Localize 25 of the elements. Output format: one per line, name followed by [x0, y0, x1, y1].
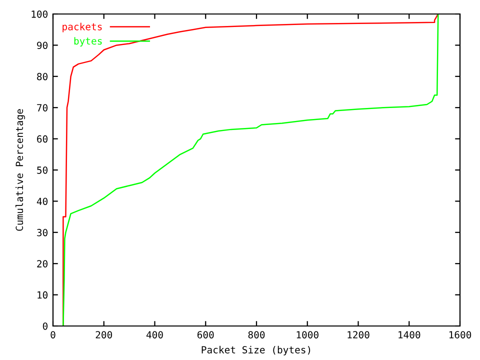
y-axis-title: Cumulative Percentage — [15, 109, 26, 231]
x-tick-label: 1000 — [296, 331, 318, 338]
x-tick-label: 800 — [248, 331, 265, 338]
x-tick-label: 400 — [146, 331, 163, 338]
y-tick-label: 20 — [37, 260, 48, 268]
line-series — [62, 14, 439, 326]
y-tick-label: 40 — [36, 198, 48, 206]
legend-label: packets — [62, 22, 102, 32]
legend-label: bytes — [74, 37, 102, 47]
y-tick-label: 90 — [37, 42, 48, 50]
y-tick-label: 60 — [37, 135, 48, 143]
x-tick-label: 200 — [96, 331, 112, 338]
x-tick-label: 600 — [197, 331, 214, 338]
x-tick-label: 1400 — [398, 331, 420, 338]
x-tick-label: 1200 — [348, 331, 370, 338]
y-tick-label: 30 — [37, 228, 48, 236]
y-tick-label: 70 — [37, 104, 48, 112]
y-tick-label: 50 — [37, 166, 48, 174]
x-tick-label: 1600 — [449, 331, 472, 338]
y-tick-label: 80 — [37, 72, 48, 80]
y-tick-label: 100 — [32, 10, 48, 18]
x-axis-title: Packet Size (bytes) — [202, 346, 310, 356]
y-tick-label: 10 — [38, 291, 48, 299]
y-tick-label: 0 — [42, 322, 48, 330]
x-tick-label: 0 — [50, 331, 56, 338]
